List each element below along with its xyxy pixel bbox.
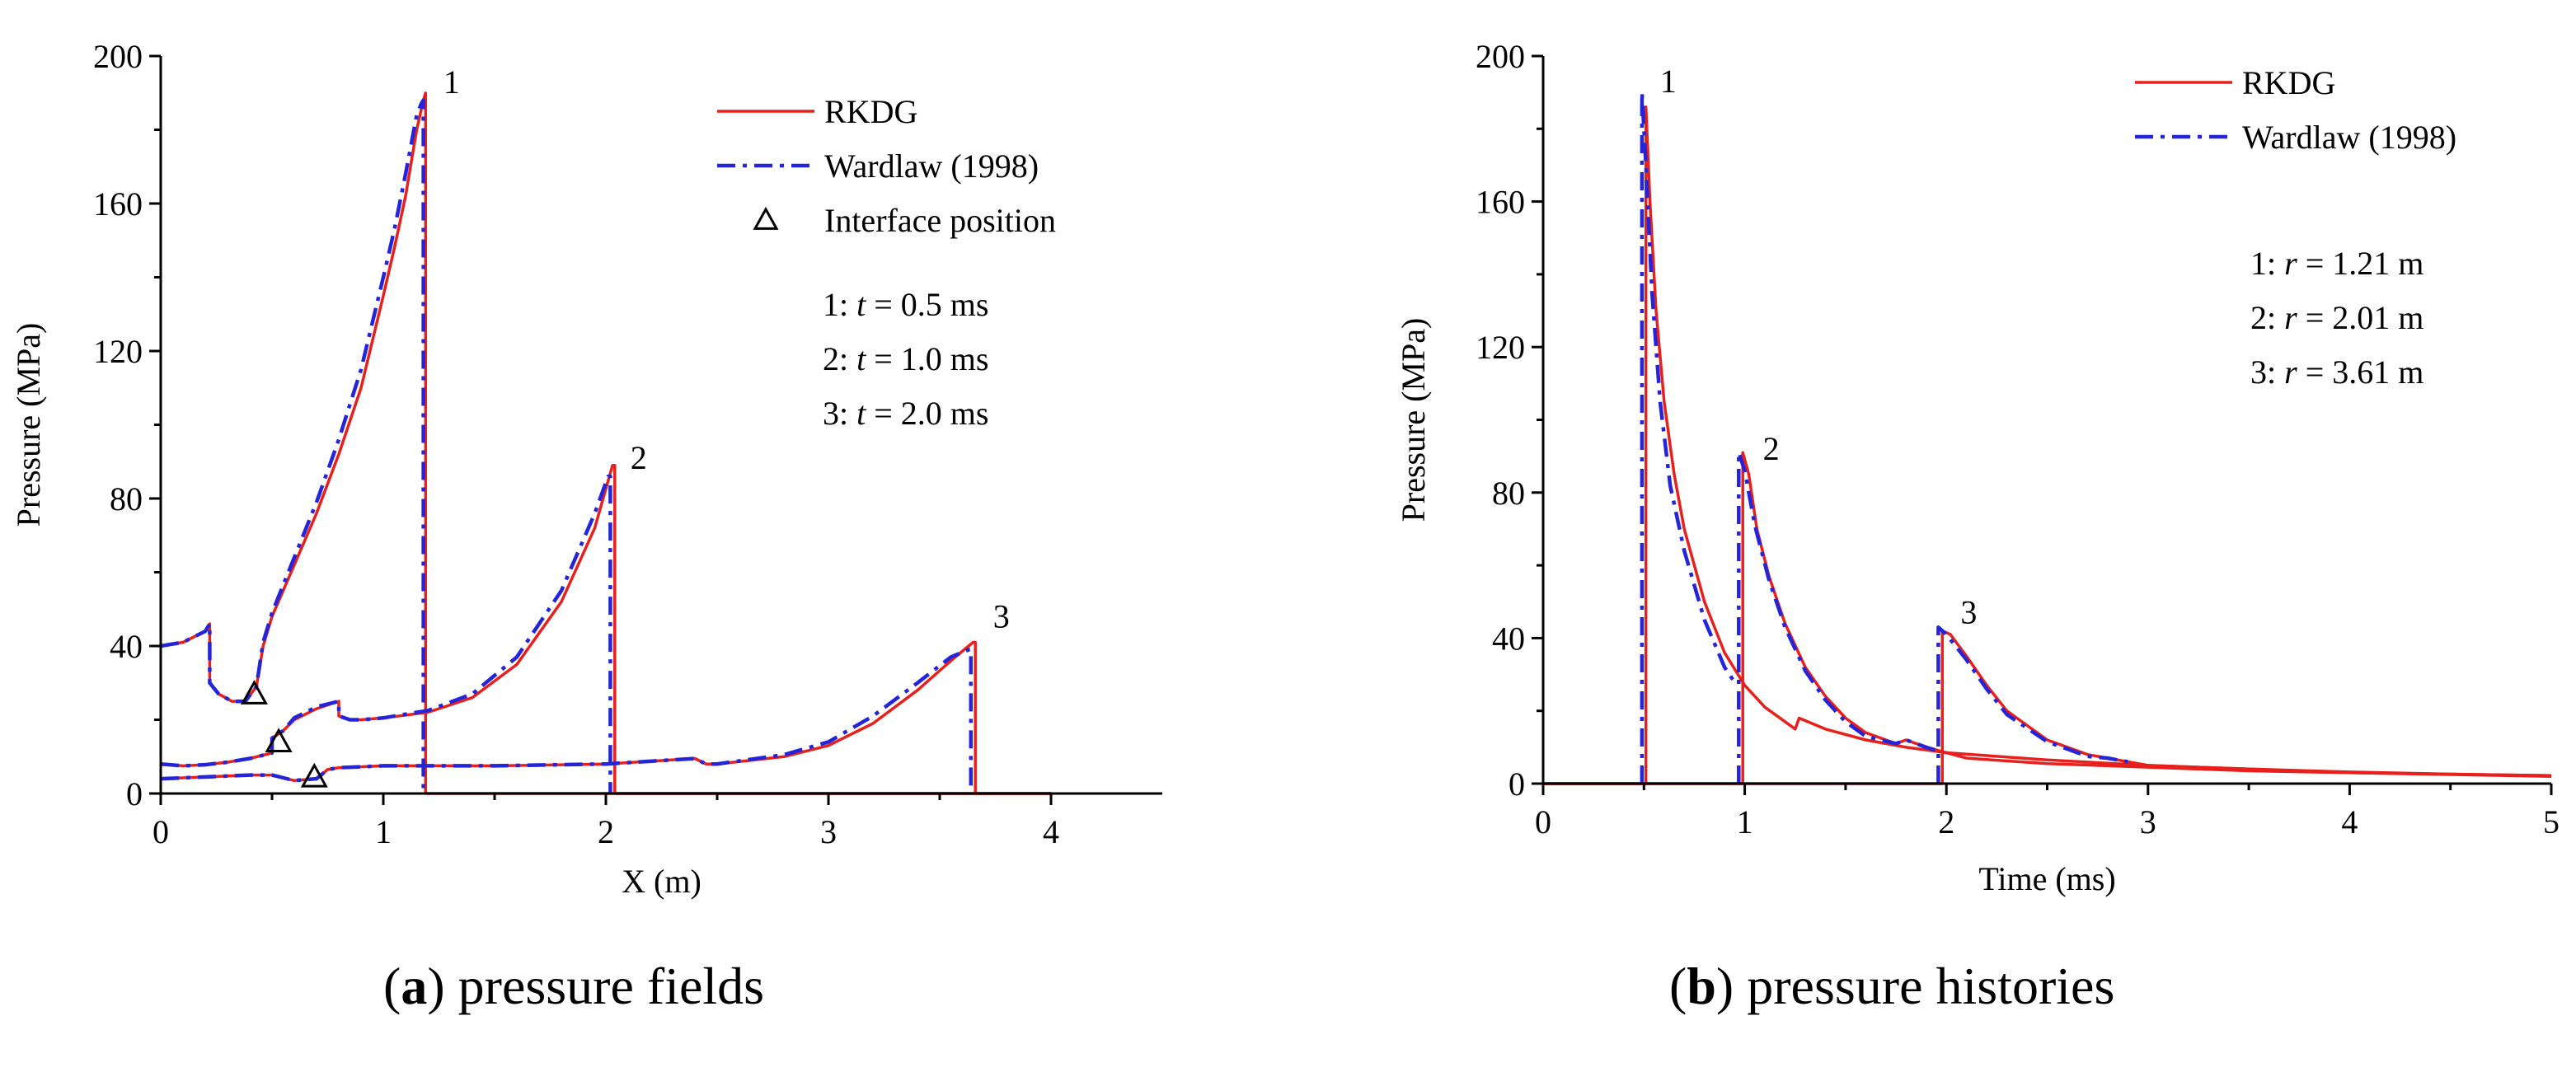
interface-marker <box>300 762 328 788</box>
notes: 1: t = 0.5 ms 2: t = 1.0 ms 3: t = 2.0 ms <box>823 286 989 432</box>
y-tick-label: 120 <box>93 333 143 370</box>
y-tick-label: 200 <box>1476 38 1525 75</box>
series-wardlaw-curve-2 <box>1737 450 1940 784</box>
caption-a: (a) pressure fields <box>383 957 765 1015</box>
note-prefix: 1: <box>2250 245 2284 282</box>
y-tick-label: 200 <box>93 38 143 75</box>
series-wardlaw-curve-3 <box>160 648 974 793</box>
x-tick-label: 1 <box>375 813 392 850</box>
x-tick-label: 3 <box>820 813 837 850</box>
notes: 1: r = 1.21 m 2: r = 2.01 m 3: r = 3.61 m <box>2250 245 2424 391</box>
legend: RKDG Wardlaw (1998) Interface position <box>717 93 1056 239</box>
legend-label-rkdg: RKDG <box>2242 64 2335 101</box>
note-value: = 3.61 m <box>2297 353 2424 391</box>
x-tick-label: 2 <box>1938 803 1954 840</box>
series-wardlaw-curve-1 <box>1640 90 1738 784</box>
x-tick-label: 3 <box>2140 803 2156 840</box>
series-wardlaw-curve-3 <box>1936 625 2128 784</box>
x-tick-label: 5 <box>2543 803 2560 840</box>
note-2: 2: t = 1.0 ms <box>823 340 989 377</box>
curve-label-3: 3 <box>1960 594 1977 631</box>
legend-marker-interface <box>753 206 779 230</box>
x-tick-label: 0 <box>152 813 169 850</box>
y-tick-label: 40 <box>110 628 143 665</box>
note-value: = 2.01 m <box>2297 299 2424 336</box>
x-tick-label: 4 <box>2341 803 2358 840</box>
y-tick-label: 80 <box>1492 475 1525 512</box>
series-wardlaw-curve-1 <box>160 98 425 793</box>
note-prefix: 1: <box>823 286 856 323</box>
x-tick-label: 4 <box>1043 813 1059 850</box>
series-group-a <box>160 91 1051 795</box>
note-3: 3: t = 2.0 ms <box>823 395 989 432</box>
curve-label-1: 1 <box>443 63 460 101</box>
series-rkdg-curve-2 <box>1543 451 2552 785</box>
y-tick-label: 160 <box>1476 184 1525 221</box>
x-axis-title: Time (ms) <box>1978 860 2115 897</box>
note-value: = 1.21 m <box>2297 245 2424 282</box>
y-axis-title: Pressure (MPa) <box>10 323 47 527</box>
y-tick-label: 0 <box>126 775 143 812</box>
note-variable: t <box>856 395 866 432</box>
note-prefix: 3: <box>2250 353 2284 391</box>
caption-b-text: pressure histories <box>1747 957 2115 1015</box>
note-prefix: 2: <box>2250 299 2284 336</box>
note-value: = 2.0 ms <box>866 395 988 432</box>
legend: RKDG Wardlaw (1998) <box>2135 64 2456 156</box>
y-tick-label: 120 <box>1476 329 1525 366</box>
note-value: = 1.0 ms <box>866 340 988 377</box>
note-variable: r <box>2284 353 2297 391</box>
legend-label-wardlaw: Wardlaw (1998) <box>2242 119 2456 156</box>
caption-b-letter: b <box>1687 957 1716 1015</box>
curve-label-1: 1 <box>1660 63 1677 100</box>
y-axis-title: Pressure (MPa) <box>1395 318 1432 522</box>
note-2: 2: r = 2.01 m <box>2250 299 2424 336</box>
note-variable: r <box>2284 245 2297 282</box>
note-variable: t <box>856 286 866 323</box>
curve-label-2: 2 <box>631 439 647 476</box>
note-prefix: 2: <box>823 340 856 377</box>
caption-a-letter: a <box>401 957 428 1015</box>
series-group-b <box>1543 90 2552 785</box>
y-tick-label: 0 <box>1509 765 1525 803</box>
x-tick-label: 2 <box>598 813 614 850</box>
note-1: 1: r = 1.21 m <box>2250 245 2424 282</box>
legend-label-wardlaw: Wardlaw (1998) <box>824 147 1039 185</box>
caption-b: (b) pressure histories <box>1669 957 2115 1015</box>
series-rkdg-curve-1 <box>1543 105 2552 785</box>
series-wardlaw-curve-2 <box>160 474 612 793</box>
note-variable: r <box>2284 299 2297 336</box>
curve-label-2: 2 <box>1763 430 1780 467</box>
x-axis-title: X (m) <box>622 863 701 900</box>
note-prefix: 3: <box>823 395 856 432</box>
note-1: 1: t = 0.5 ms <box>823 286 989 323</box>
caption-a-text: pressure fields <box>457 957 765 1015</box>
chart-panel-b: 0 1 2 3 4 5 0 40 80 120 160 200 Time (ms) Pressure (M… <box>1395 38 2560 897</box>
y-tick-label: 80 <box>110 480 143 517</box>
y-tick-label: 40 <box>1492 620 1525 657</box>
x-tick-label: 1 <box>1737 803 1753 840</box>
x-tick-label: 0 <box>1535 803 1551 840</box>
legend-label-interface: Interface position <box>824 202 1056 239</box>
note-3: 3: r = 3.61 m <box>2250 353 2424 391</box>
note-value: = 0.5 ms <box>866 286 988 323</box>
legend-label-rkdg: RKDG <box>824 93 917 130</box>
note-variable: t <box>856 340 866 377</box>
y-tick-label: 160 <box>93 185 143 222</box>
series-rkdg-curve-2 <box>160 463 1051 795</box>
curve-label-3: 3 <box>993 598 1010 635</box>
interface-marker <box>240 680 268 705</box>
interface-marker <box>265 728 293 753</box>
